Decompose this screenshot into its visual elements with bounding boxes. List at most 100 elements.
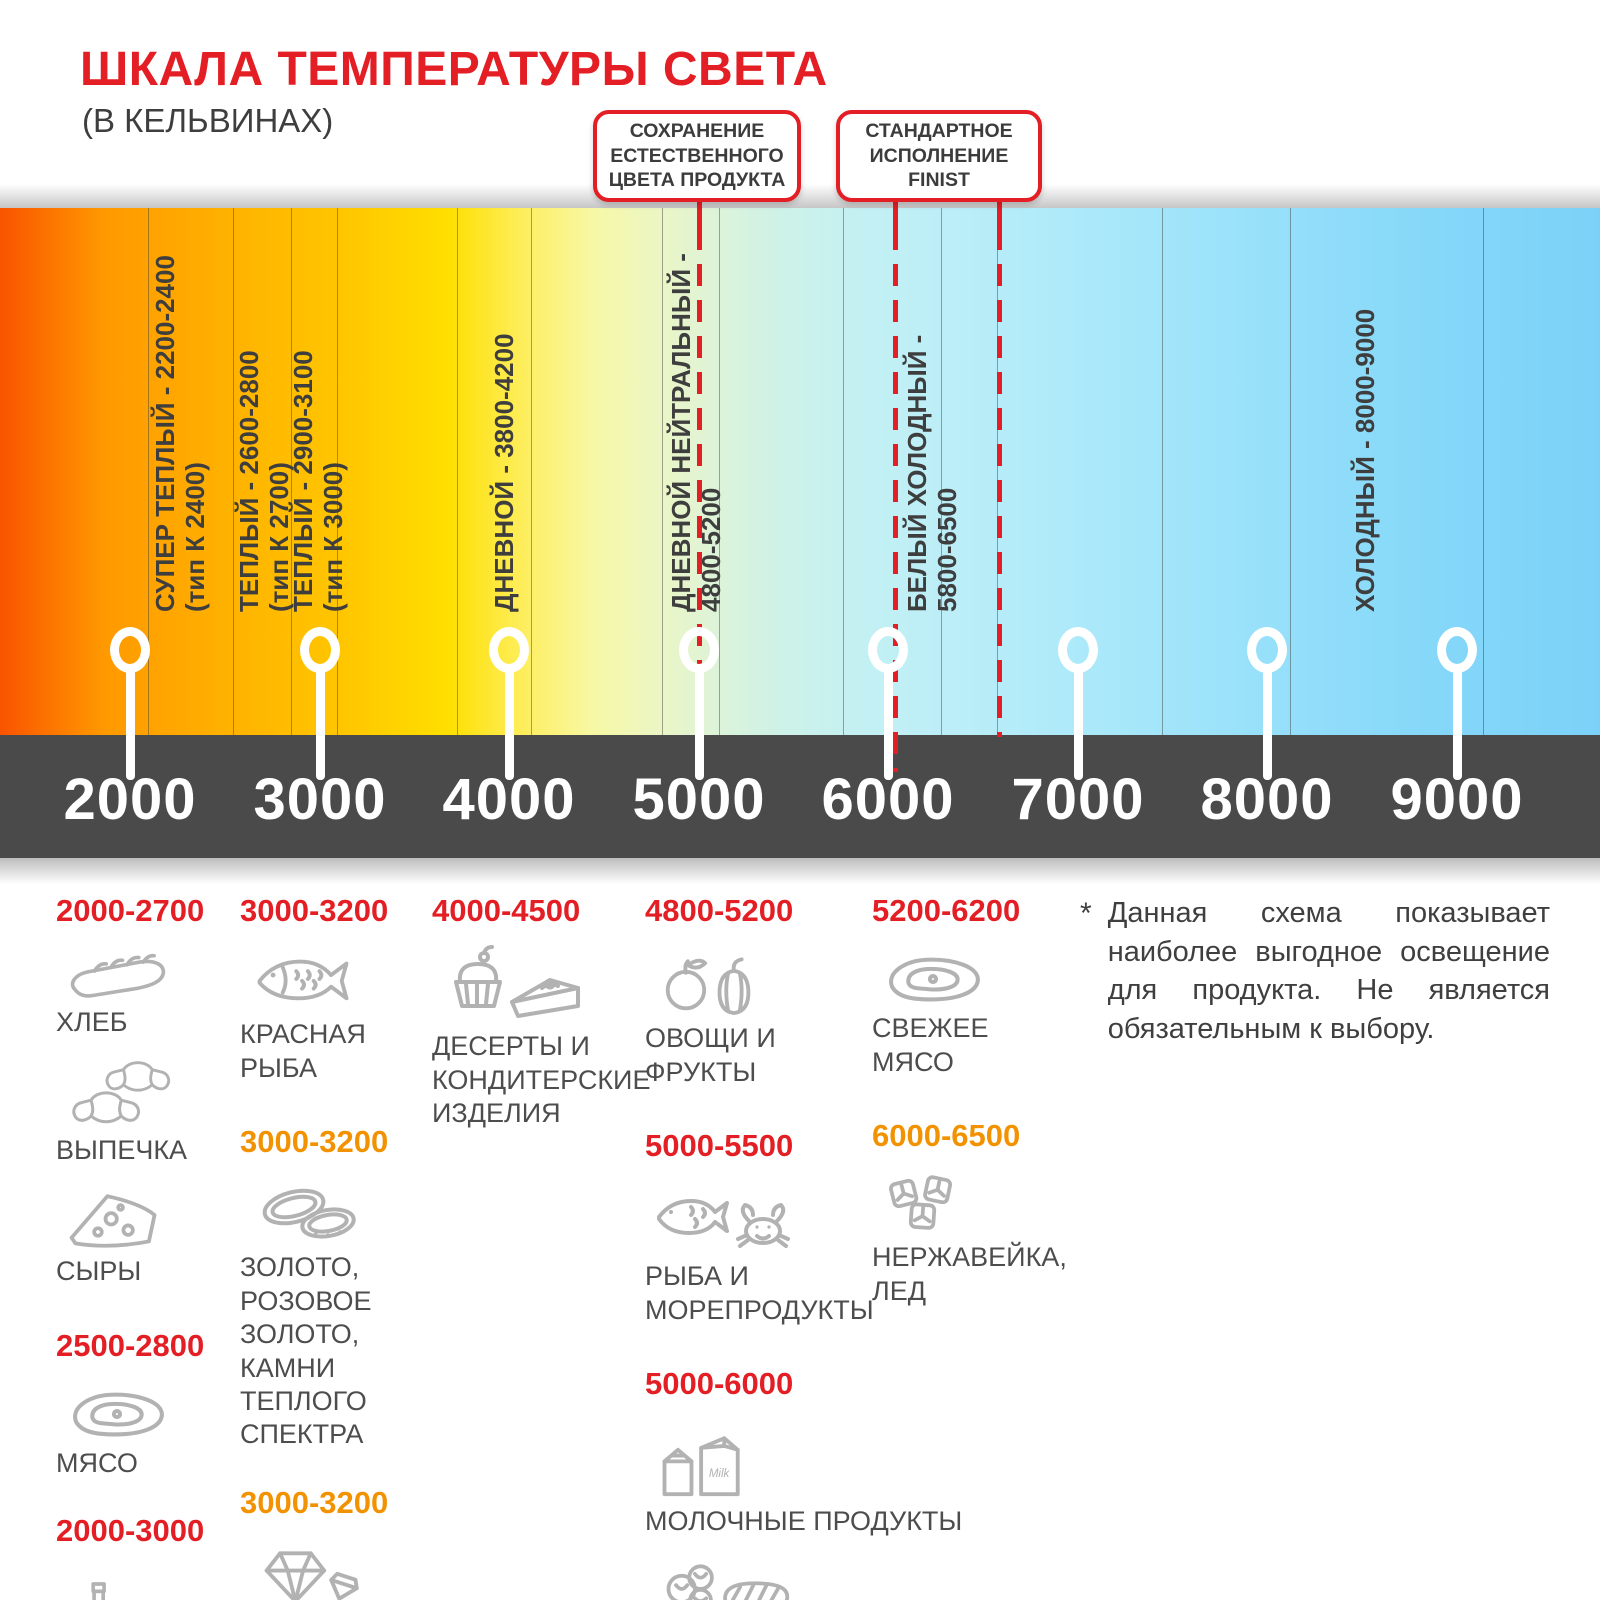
vegetables-fruits-icon: [665, 957, 751, 1016]
ice-icon: [889, 1175, 953, 1230]
product-label: СВЕЖЕЕ МЯСО: [872, 1013, 989, 1077]
band-separator: [337, 208, 338, 735]
range-label: 2500-2800: [56, 1327, 205, 1363]
scale-marker-stem: [1453, 669, 1462, 780]
range-label: 5200-6200: [872, 893, 1021, 928]
scale-marker-stem: [505, 669, 514, 780]
bread-icon: [70, 953, 166, 998]
range-label: 2000-2700: [56, 893, 205, 928]
guide-line-5000: [697, 228, 702, 772]
callout-finist-standard: СТАНДАРТНОЕ ИСПОЛНЕНИЕ FINIST: [836, 110, 1042, 202]
band-separator: [233, 208, 234, 735]
band-label-warm-2700: ТЕПЛЫЙ - 2600-2800 (тип К 2700): [234, 192, 294, 612]
band-label-text: ДНЕВНОЙ НЕЙТРАЛЬНЫЙ -: [666, 253, 696, 612]
page-title: ШКАЛА ТЕМПЕРАТУРЫ СВЕТА: [80, 43, 828, 96]
scale-marker-stem: [695, 669, 704, 780]
column-fish-jewelry: 3000-3200 КРАСНАЯ РЫБА 3000-3200 ЗОЛОТО,…: [240, 893, 455, 1600]
product-label: РЫБА И МОРЕПРОДУКТЫ: [645, 1261, 874, 1325]
croissants-icon: [72, 1060, 171, 1123]
band-label-subtext: (тип К 2400): [180, 462, 210, 612]
callout-natural-color: СОХРАНЕНИЕ ЕСТЕСТВЕННОГО ЦВЕТА ПРОДУКТА: [593, 110, 801, 202]
product-label: МЯСО: [56, 1447, 138, 1478]
alcohol-icon: [91, 1582, 106, 1600]
page-subtitle: (В КЕЛЬВИНАХ): [82, 102, 334, 139]
guide-line-6500: [997, 228, 1002, 737]
footnote-asterisk: *: [1080, 897, 1092, 930]
frozen-icon: [666, 1564, 790, 1600]
product-label: ОВОЩИ И ФРУКТЫ: [645, 1023, 776, 1087]
scale-marker-4000: [489, 627, 529, 673]
scale-marker-stem: [1074, 669, 1083, 780]
band-label-text: СУПЕР ТЕПЛЫЙ - 2200-2400: [150, 255, 180, 612]
column-bread-meat-alcohol: 2000-2700 ХЛЕБ ВЫПЕЧКА С: [56, 893, 241, 1600]
red-fish-icon: [257, 959, 349, 1001]
band-label-text: ДНЕВНОЙ - 3800-4200: [489, 333, 519, 612]
band-label-text: ХОЛОДНЫЙ - 8000-9000: [1350, 308, 1380, 612]
column-vegetables-seafood-dairy: 4800-5200 ОВОЩИ И ФРУКТЫ 5000-5500: [645, 893, 962, 1600]
bottom-shadow-divider: [0, 858, 1600, 884]
temperature-gradient: [0, 208, 1600, 735]
band-label-cold: ХОЛОДНЫЙ - 8000-9000: [1350, 192, 1380, 612]
meat-icon: [73, 1392, 164, 1437]
band-separator: [291, 208, 292, 735]
column-desserts: 4000-4500 ДЕСЕРТЫ И КОНДИТЕРСКИЕ ИЗДЕЛИЯ: [432, 893, 651, 1131]
band-separator: [457, 208, 458, 735]
guide-line-6500-stub: [997, 198, 1002, 228]
scale-marker-5000: [679, 627, 719, 673]
scale-marker-8000: [1247, 627, 1287, 673]
fresh-meat-icon: [889, 957, 980, 1002]
band-separator: [148, 208, 149, 735]
range-label: 3000-3200: [240, 1124, 389, 1160]
guide-line-6000: [893, 228, 898, 772]
scale-marker-stem: [316, 669, 325, 780]
range-label: 4000-4500: [432, 893, 581, 928]
band-separator: [843, 208, 844, 735]
scale-marker-3000: [300, 627, 340, 673]
band-separator: [719, 208, 720, 735]
band-label-text: БЕЛЫЙ ХОЛОДНЫЙ -: [902, 334, 932, 612]
scale-marker-7000: [1058, 627, 1098, 673]
range-label: 5000-6000: [645, 1366, 794, 1402]
band-label-warm-3000: ТЕПЛЫЙ - 2900-3100 (тип К 3000): [288, 192, 348, 612]
band-label-text: ТЕПЛЫЙ - 2600-2800: [234, 350, 264, 612]
band-label-white-cold: БЕЛЫЙ ХОЛОДНЫЙ - 5800-6500: [902, 192, 962, 612]
range-label: 3000-3200: [240, 893, 389, 928]
product-label: ХЛЕБ: [56, 1007, 128, 1038]
band-label-daylight-neutral: ДНЕВНОЙ НЕЙТРАЛЬНЫЙ - 4800-5200: [666, 192, 726, 612]
kelvin-axis-bar: [0, 735, 1600, 858]
scale-marker-2000: [110, 627, 150, 673]
gold-rings-icon: [262, 1188, 356, 1239]
band-label-subtext: 5800-6500: [932, 487, 962, 612]
callout-natural-color-text: СОХРАНЕНИЕ ЕСТЕСТВЕННОГО ЦВЕТА ПРОДУКТА: [608, 120, 786, 192]
product-label: ДЕСЕРТЫ И КОНДИТЕРСКИЕ ИЗДЕЛИЯ: [432, 1031, 651, 1129]
range-label: 5000-5500: [645, 1128, 794, 1164]
milk-icon: Milk: [662, 1436, 740, 1497]
band-separator: [662, 208, 663, 735]
fish-seafood-icon: [657, 1199, 790, 1249]
product-label: ЗОЛОТО, РОЗОВОЕ ЗОЛОТО, КАМНИ ТЕПЛОГО СП…: [240, 1252, 372, 1450]
range-label: 2000-3000: [56, 1513, 205, 1549]
product-label: НЕРЖАВЕЙКА, ЛЕД: [872, 1242, 1067, 1306]
band-separator: [941, 208, 942, 735]
scale-marker-stem: [1263, 669, 1272, 780]
band-separator: [1162, 208, 1163, 735]
band-label-super-warm: СУПЕР ТЕПЛЫЙ - 2200-2400 (тип К 2400): [150, 192, 210, 612]
range-label: 4800-5200: [645, 893, 794, 928]
desserts-icon: [454, 945, 580, 1019]
scale-marker-stem: [126, 669, 135, 780]
footnote: * Данная схема показывает наиболее выгод…: [1080, 894, 1550, 1048]
band-separator: [531, 208, 532, 735]
product-label: МОЛОЧНЫЕ ПРОДУКТЫ: [645, 1506, 963, 1537]
callout-finist-standard-text: СТАНДАРТНОЕ ИСПОЛНЕНИЕ FINIST: [865, 120, 1013, 192]
footnote-text: Данная схема показывает наиболее выгодно…: [1107, 897, 1550, 1045]
scale-marker-stem: [884, 669, 893, 780]
band-separator: [1483, 208, 1484, 735]
guide-line-5000-stub: [697, 198, 702, 228]
column-fresh-meat-ice: 5200-6200 СВЕЖЕЕ МЯСО 6000-6500: [872, 893, 1077, 1308]
band-separator: [1290, 208, 1291, 735]
scale-marker-6000: [868, 627, 908, 673]
product-label: СЫРЫ: [56, 1256, 142, 1287]
scale-marker-9000: [1437, 627, 1477, 673]
range-label: 3000-3200: [240, 1484, 389, 1520]
